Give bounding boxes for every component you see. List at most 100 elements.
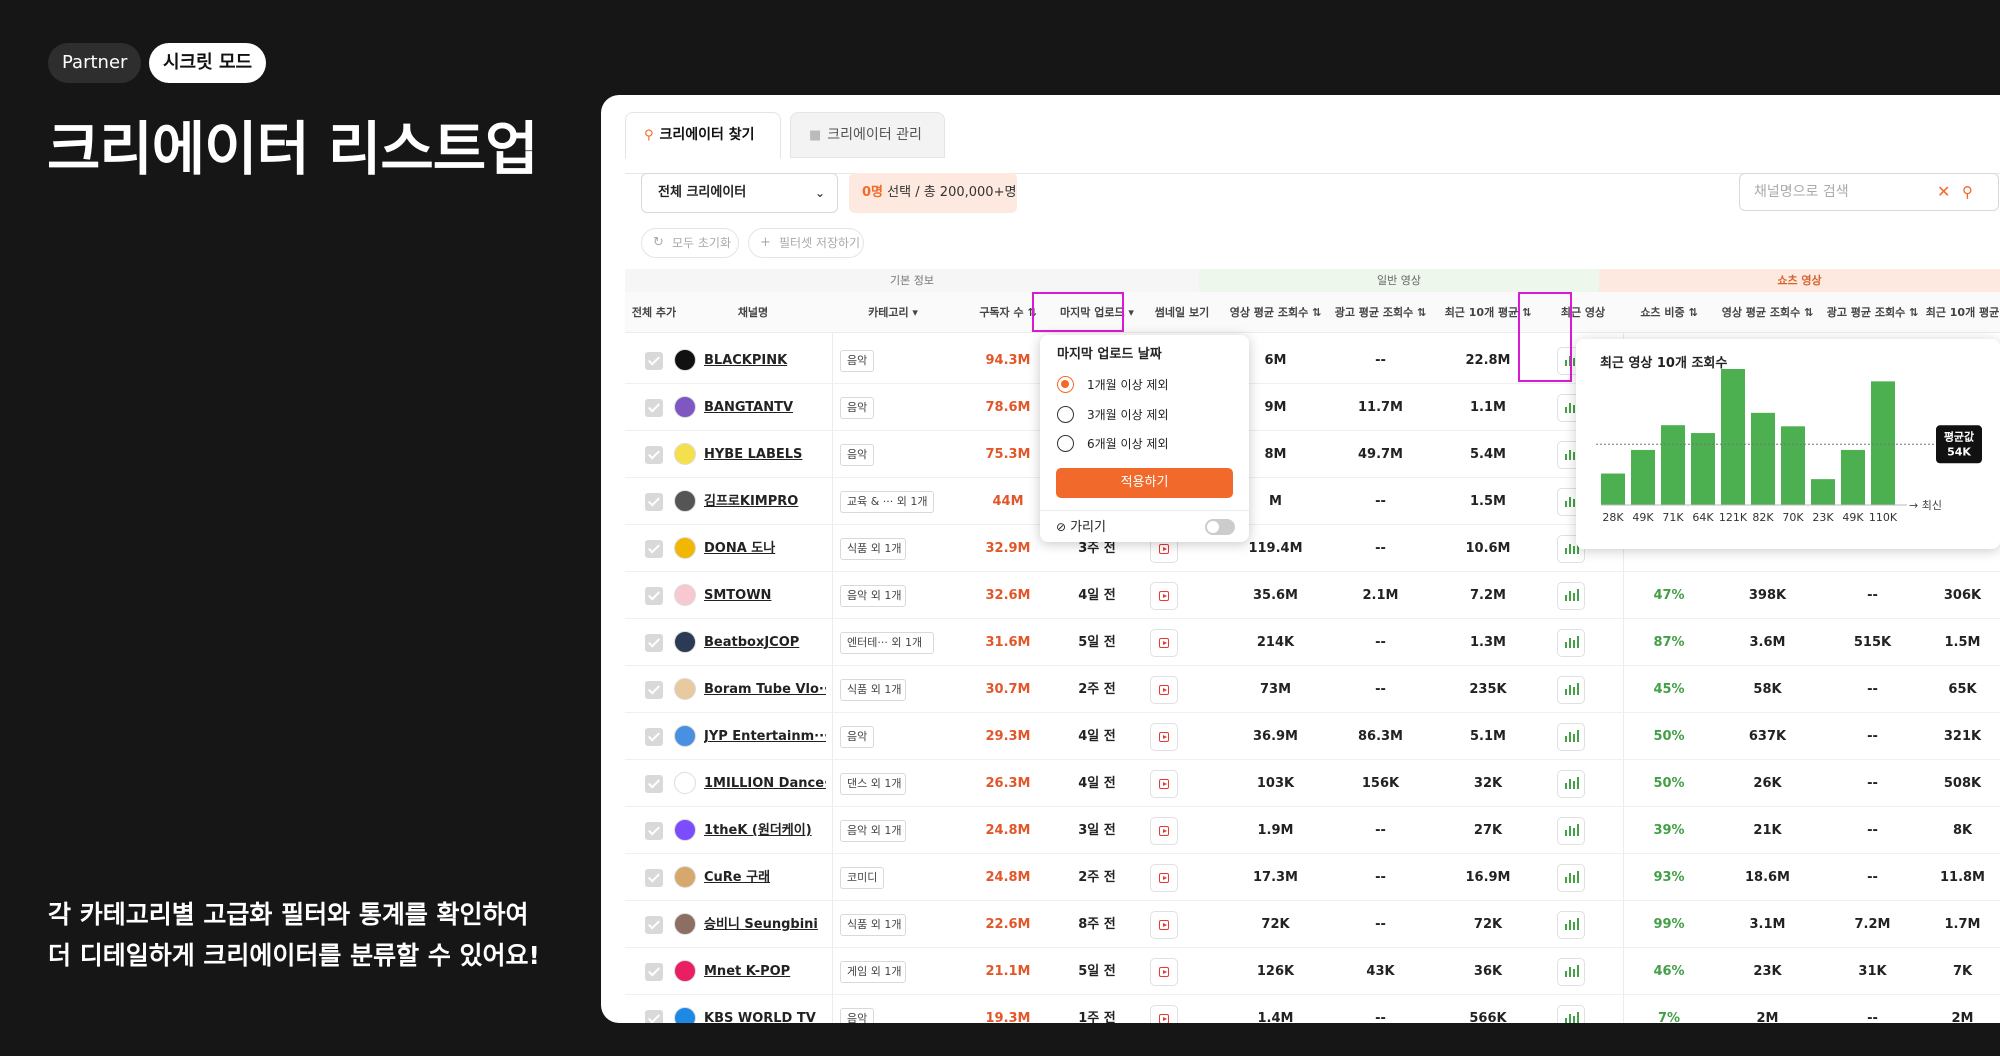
recent-video-stats-button[interactable] (1557, 864, 1585, 892)
thumbnail-button[interactable] (1150, 864, 1178, 892)
thumbnail-button[interactable] (1150, 582, 1178, 610)
tab-find-creators[interactable]: ⚲ 크리에이터 찾기 (625, 112, 781, 159)
row-checkbox[interactable] (645, 446, 663, 464)
channel-name-link[interactable]: JYP Entertainm··· (704, 729, 826, 744)
hide-toggle[interactable] (1205, 519, 1235, 535)
row-checkbox[interactable] (645, 352, 663, 370)
option-exclude-6-months[interactable]: 6개월 이상 제외 (1057, 435, 1257, 455)
shorts-ratio: 46% (1653, 964, 1685, 979)
apply-button[interactable]: 적용하기 (1056, 468, 1233, 498)
thumbnail-button[interactable] (1150, 676, 1178, 704)
header-avg-views[interactable]: 영상 평균 조회수 ⇅ (1229, 306, 1322, 319)
clear-icon[interactable]: ✕ (1937, 182, 1951, 201)
shorts-avg-views: 23K (1753, 964, 1782, 979)
row-checkbox[interactable] (645, 963, 663, 981)
row-checkbox[interactable] (645, 775, 663, 793)
thumbnail-button[interactable] (1150, 1005, 1178, 1023)
header-recent10[interactable]: 최근 10개 평균 ⇅ (1444, 306, 1532, 319)
row-checkbox[interactable] (645, 493, 663, 511)
category-tag: 식품 외 1개 (840, 679, 906, 701)
channel-name-link[interactable]: 1MILLION Dance··· (704, 776, 826, 791)
row-checkbox[interactable] (645, 681, 663, 699)
category-tag: 음악 외 1개 (840, 585, 906, 607)
reset-all-button[interactable]: ↻ 모두 초기화 (641, 228, 739, 258)
channel-name-link[interactable]: Mnet K-POP (704, 964, 791, 979)
recent-video-stats-button[interactable] (1557, 770, 1585, 798)
search-icon[interactable]: ⚲ (1962, 183, 1973, 201)
bar-chart-icon (1565, 595, 1567, 601)
recent-video-stats-button[interactable] (1557, 1005, 1585, 1023)
row-checkbox[interactable] (645, 587, 663, 605)
row-checkbox[interactable] (645, 916, 663, 934)
header-shorts-recent10[interactable]: 최근 10개 평균 ⇅ (1925, 306, 2000, 360)
recent-video-stats-button[interactable] (1557, 676, 1585, 704)
shorts-ratio: 93% (1653, 870, 1685, 885)
row-checkbox[interactable] (645, 728, 663, 746)
header-shorts-avg-views[interactable]: 영상 평균 조회수 ⇅ (1721, 306, 1814, 319)
bar-value-label: 82K (1752, 511, 1774, 524)
app-panel: ⚲ 크리에이터 찾기 ■ 크리에이터 관리 전체 크리에이터 ⌄ 0명 선택 / 총… (601, 95, 2000, 1023)
hide-label: 가리기 (1070, 520, 1106, 535)
last-upload: 2주 전 (1078, 870, 1116, 885)
channel-name-link[interactable]: BANGTANTV (704, 400, 794, 415)
channel-name-link[interactable]: 김프로KIMPRO (704, 494, 799, 509)
channel-name-link[interactable]: 1theK (원더케이) (704, 823, 812, 838)
bar-chart-icon (1565, 924, 1567, 930)
channel-name-link[interactable]: BLACKPINK (704, 353, 788, 368)
recent-video-stats-button[interactable] (1557, 958, 1585, 986)
recent-video-stats-button[interactable] (1557, 911, 1585, 939)
row-checkbox[interactable] (645, 399, 663, 417)
table-row: 승비니 Seungbini 식품 외 1개 22.6M 8주 전 72K -- 72K 99%… (625, 901, 2000, 948)
header-last-upload[interactable]: 마지막 업로드 ▾ (1060, 306, 1134, 319)
creator-scope-select[interactable]: 전체 크리에이터 ⌄ (641, 173, 838, 213)
header-shorts-ad-views[interactable]: 광고 평균 조회수 ⇅ (1826, 306, 1919, 319)
channel-name-link[interactable]: KBS WORLD TV (704, 1011, 816, 1023)
thumbnail-button[interactable] (1150, 770, 1178, 798)
thumbnail-button[interactable] (1150, 629, 1178, 657)
bar-value-label: 121K (1719, 511, 1748, 524)
header-subscribers[interactable]: 구독자 수 ⇅ (979, 306, 1037, 319)
row-checkbox[interactable] (645, 634, 663, 652)
channel-name-link[interactable]: Boram Tube Vlo··· (704, 682, 826, 697)
thumbnail-button[interactable] (1150, 817, 1178, 845)
avatar (674, 819, 696, 841)
row-checkbox[interactable] (645, 869, 663, 887)
thumbnail-button[interactable] (1150, 958, 1178, 986)
recent-video-stats-button[interactable] (1557, 817, 1585, 845)
recent-video-stats-button[interactable] (1557, 723, 1585, 751)
option-exclude-3-months[interactable]: 3개월 이상 제외 (1057, 406, 1257, 426)
shorts-recent10: 306K (1943, 588, 1982, 603)
latest-label: → 최신 (1909, 499, 1942, 512)
header-category[interactable]: 카테고리 ▾ (868, 306, 918, 319)
row-checkbox[interactable] (645, 822, 663, 840)
play-icon (1159, 685, 1169, 695)
channel-name-link[interactable]: BeatboxJCOP (704, 635, 800, 650)
header-ad-views[interactable]: 광고 평균 조회수 ⇅ (1334, 306, 1427, 319)
bar-chart-icon (1577, 918, 1579, 930)
channel-search-input[interactable]: 채널명으로 검색 ✕ ⚲ (1739, 173, 1999, 211)
bar-chart-icon (1577, 636, 1579, 648)
bar-chart-icon (1577, 777, 1579, 789)
recent-video-stats-button[interactable] (1557, 582, 1585, 610)
category-tag: 코미디 (840, 867, 884, 889)
table-row: BeatboxJCOP 엔터테··· 외 1개 31.6M 5일 전 214K -- 1.3… (625, 619, 2000, 666)
header-add-all[interactable]: 전체 추가 (631, 306, 677, 319)
bar-chart-icon (1573, 922, 1575, 930)
option-exclude-1-month[interactable]: 1개월 이상 제외 (1057, 376, 1257, 396)
channel-name-link[interactable]: CuRe 구래 (704, 870, 771, 885)
subscriber-count: 32.9M (985, 541, 1031, 556)
recent-video-stats-button[interactable] (1557, 629, 1585, 657)
recent-video-stats-button[interactable] (1557, 535, 1585, 563)
thumbnail-button[interactable] (1150, 723, 1178, 751)
row-checkbox[interactable] (645, 540, 663, 558)
tab-manage-creators[interactable]: ■ 크리에이터 관리 (790, 112, 945, 158)
channel-name-link[interactable]: SMTOWN (704, 588, 772, 603)
header-shorts-ratio[interactable]: 쇼츠 비중 ⇅ (1640, 306, 1698, 319)
save-filterset-button[interactable]: + 필터셋 저장하기 (748, 228, 864, 258)
channel-name-link[interactable]: 승비니 Seungbini (704, 917, 818, 932)
channel-name-link[interactable]: DONA 도나 (704, 541, 776, 556)
thumbnail-button[interactable] (1150, 911, 1178, 939)
row-checkbox[interactable] (645, 1010, 663, 1023)
channel-name-link[interactable]: HYBE LABELS (704, 447, 803, 462)
group-basic-info: 기본 정보 (625, 269, 1199, 292)
